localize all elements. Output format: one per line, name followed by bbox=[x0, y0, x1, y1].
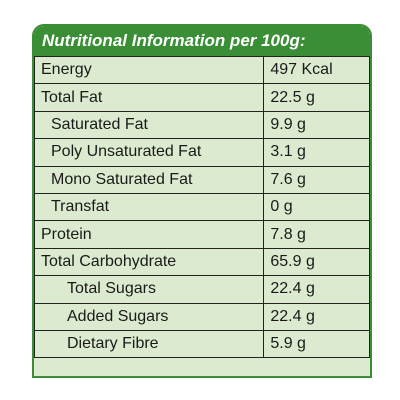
nutrient-name: Dietary Fibre bbox=[34, 329, 265, 359]
nutrient-value: 7.6 g bbox=[263, 165, 370, 194]
nutrient-value: 9.9 g bbox=[263, 110, 370, 140]
nutrient-value: 5.9 g bbox=[263, 329, 370, 359]
nutrient-value: 7.8 g bbox=[263, 220, 370, 249]
nutrient-name: Mono Saturated Fat bbox=[34, 165, 265, 194]
nutrient-value: 22.4 g bbox=[263, 275, 370, 304]
nutrient-name: Energy bbox=[34, 55, 265, 85]
table-row: Total Fat 22.5 g bbox=[34, 83, 370, 112]
nutrient-name: Total Sugars bbox=[34, 275, 265, 304]
nutrient-value: 22.4 g bbox=[263, 302, 370, 331]
panel-title: Nutritional Information per 100g: bbox=[34, 26, 370, 56]
table-row: Added Sugars 22.4 g bbox=[34, 302, 370, 331]
nutrient-name: Poly Unsaturated Fat bbox=[34, 138, 265, 167]
table-row: Total Sugars 22.4 g bbox=[34, 275, 370, 304]
nutrient-value: 65.9 g bbox=[263, 247, 370, 277]
table-row: Saturated Fat 9.9 g bbox=[34, 110, 370, 140]
nutrient-value: 0 g bbox=[263, 192, 370, 222]
nutrient-name: Protein bbox=[34, 220, 265, 249]
nutrition-panel: Nutritional Information per 100g: Energy… bbox=[32, 24, 372, 378]
table-row: Mono Saturated Fat 7.6 g bbox=[34, 165, 370, 194]
nutrient-name: Saturated Fat bbox=[34, 110, 265, 140]
table-row: Dietary Fibre 5.9 g bbox=[34, 329, 370, 359]
nutrient-name: Transfat bbox=[34, 192, 265, 222]
nutrition-table: Energy 497 Kcal Total Fat 22.5 g Saturat… bbox=[34, 55, 370, 359]
table-row: Transfat 0 g bbox=[34, 192, 370, 222]
nutrient-value: 497 Kcal bbox=[263, 55, 370, 85]
table-row: Protein 7.8 g bbox=[34, 220, 370, 249]
table-row: Energy 497 Kcal bbox=[34, 55, 370, 85]
table-row: Poly Unsaturated Fat 3.1 g bbox=[34, 138, 370, 167]
nutrient-name: Added Sugars bbox=[34, 302, 265, 331]
nutrient-value: 22.5 g bbox=[263, 83, 370, 112]
nutrient-name: Total Fat bbox=[34, 83, 265, 112]
table-row: Total Carbohydrate 65.9 g bbox=[34, 247, 370, 277]
nutrient-name: Total Carbohydrate bbox=[34, 247, 265, 277]
nutrient-value: 3.1 g bbox=[263, 138, 370, 167]
